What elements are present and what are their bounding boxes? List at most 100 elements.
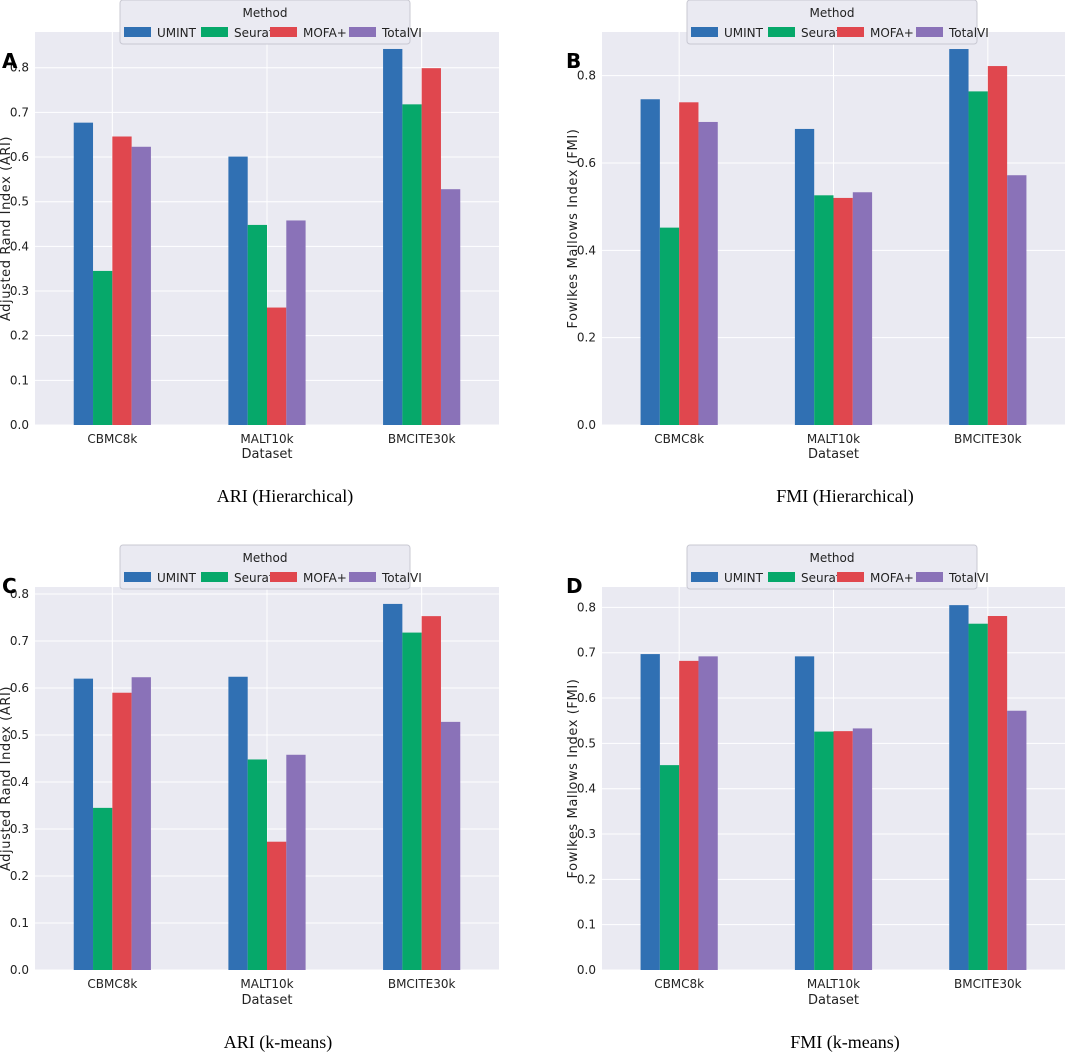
x-tick-label-bmcite30k: BMCITE30k	[388, 977, 456, 991]
bar-seurat-cbmc8k	[659, 765, 680, 970]
chart-panel-a: 0.0 0.1 0.2 0.3 0.4 0.5 0.6 0.7 0.8 CBMC8k MALT10k…	[0, 0, 499, 507]
legend-swatch-umint	[124, 27, 151, 37]
legend-box	[686, 544, 978, 590]
bar-seurat-malt10k	[247, 224, 267, 425]
y-tick-label: 0.0	[10, 418, 29, 432]
y-tick-label: 0.8	[10, 587, 29, 601]
bar-umint-bmcite30k	[383, 603, 403, 970]
x-tick-label-cbmc8k: CBMC8k	[654, 432, 704, 446]
legend-label-seurat: Seurat	[234, 26, 274, 40]
legend-swatch-mofaplus	[270, 572, 297, 582]
y-tick-label: 0.2	[577, 331, 596, 345]
legend-swatch-seurat	[768, 27, 795, 37]
y-tick-label: 0.1	[10, 373, 29, 387]
bar-umint-malt10k	[228, 676, 248, 970]
bar-mofaplus-malt10k	[267, 307, 287, 425]
y-tick-label: 0.7	[577, 646, 596, 660]
bar-umint-bmcite30k	[949, 49, 969, 425]
legend-swatch-totalvi	[916, 27, 943, 37]
legend-label-totalvi: TotalVI	[381, 26, 422, 40]
panel-label: A	[2, 49, 18, 73]
panel-label: D	[566, 574, 583, 598]
bar-mofaplus-bmcite30k	[987, 66, 1008, 425]
y-tick-label: 0.5	[577, 736, 596, 750]
bar-umint-cbmc8k	[640, 99, 660, 425]
x-tick-label-malt10k: MALT10k	[807, 432, 860, 446]
bar-seurat-bmcite30k	[402, 632, 422, 970]
y-tick-label: 0.1	[577, 918, 596, 932]
legend-swatch-umint	[691, 27, 718, 37]
bar-totalvi-cbmc8k	[131, 677, 151, 970]
legend-label-mofaplus: MOFA+	[870, 26, 914, 40]
x-tick-label-cbmc8k: CBMC8k	[87, 977, 137, 991]
legend-box	[119, 544, 411, 590]
x-tick-label-bmcite30k: BMCITE30k	[388, 432, 456, 446]
y-tick-label: 0.8	[10, 61, 29, 75]
x-tick-label-bmcite30k: BMCITE30k	[954, 977, 1022, 991]
y-tick-label: 0.4	[10, 239, 29, 253]
legend-swatch-totalvi	[916, 572, 943, 582]
y-tick-label: 0.2	[10, 869, 29, 883]
y-tick-label: 0.5	[10, 195, 29, 209]
bar-totalvi-bmcite30k	[440, 721, 461, 970]
panel-caption: FMI (k-means)	[790, 1032, 899, 1053]
bar-umint-cbmc8k	[73, 678, 94, 970]
panel-caption: ARI (Hierarchical)	[217, 486, 353, 507]
legend-swatch-seurat	[201, 27, 228, 37]
legend-label-mofaplus: MOFA+	[303, 26, 347, 40]
x-tick-label-malt10k: MALT10k	[240, 977, 293, 991]
chart-panel-c: 0.0 0.1 0.2 0.3 0.4 0.5 0.6 0.7 0.8 CBMC8k MALT10k…	[0, 544, 499, 1053]
bar-umint-cbmc8k	[640, 654, 660, 970]
y-tick-label: 0.4	[10, 775, 29, 789]
bar-totalvi-cbmc8k	[698, 656, 718, 970]
bar-mofaplus-malt10k	[833, 731, 853, 970]
y-tick-label: 0.7	[10, 105, 29, 119]
y-tick-label: 0.5	[10, 728, 29, 742]
legend-label-mofaplus: MOFA+	[303, 571, 347, 585]
y-axis-label: Fowlkes Mallows Index (FMI)	[566, 129, 581, 329]
y-tick-label: 0.8	[577, 69, 596, 83]
bar-mofaplus-bmcite30k	[421, 616, 441, 970]
chart-panel-b: 0.0 0.2 0.4 0.6 0.8 CBMC8k MALT10k BMCITE30k Dat…	[566, 0, 1065, 507]
y-tick-label: 0.4	[577, 243, 596, 257]
y-tick-label: 0.7	[10, 634, 29, 648]
bar-seurat-bmcite30k	[968, 91, 988, 426]
legend-box	[119, 0, 411, 45]
y-tick-label: 0.2	[577, 872, 596, 886]
bar-seurat-bmcite30k	[968, 623, 988, 970]
y-tick-label: 0.0	[577, 963, 596, 977]
bar-totalvi-malt10k	[852, 192, 873, 425]
y-tick-label: 0.6	[577, 156, 596, 170]
x-axis-label: Dataset	[808, 447, 859, 462]
bar-mofaplus-cbmc8k	[112, 136, 132, 426]
y-tick-label: 0.0	[10, 963, 29, 977]
legend-box	[686, 0, 978, 45]
y-tick-label: 0.8	[577, 600, 596, 614]
bar-totalvi-malt10k	[286, 220, 306, 425]
y-tick-label: 0.3	[577, 827, 596, 841]
bar-seurat-cbmc8k	[93, 270, 113, 425]
bar-umint-cbmc8k	[73, 122, 94, 425]
bar-totalvi-bmcite30k	[1007, 710, 1027, 970]
x-tick-label-malt10k: MALT10k	[240, 432, 293, 446]
x-axis-label: Dataset	[808, 993, 859, 1008]
legend-label-seurat: Seurat	[801, 571, 841, 585]
bar-mofaplus-malt10k	[267, 841, 287, 970]
y-tick-label: 0.4	[577, 782, 596, 796]
bar-mofaplus-cbmc8k	[112, 692, 132, 970]
legend-title: Method	[809, 6, 854, 20]
legend-swatch-mofaplus	[270, 27, 297, 37]
legend-label-umint: UMINT	[157, 26, 197, 40]
bar-mofaplus-cbmc8k	[679, 660, 699, 970]
legend: Method UMINT Seurat MOFA+ TotalVI	[686, 544, 989, 590]
bar-mofaplus-bmcite30k	[421, 68, 441, 426]
y-tick-label: 0.6	[10, 150, 29, 164]
legend-swatch-seurat	[201, 572, 228, 582]
bar-umint-bmcite30k	[949, 605, 969, 970]
legend: Method UMINT Seurat MOFA+ TotalVI	[686, 0, 989, 45]
y-tick-label: 0.3	[10, 822, 29, 836]
legend-swatch-umint	[124, 572, 151, 582]
legend-swatch-umint	[691, 572, 718, 582]
legend-label-mofaplus: MOFA+	[870, 571, 914, 585]
legend-title: Method	[242, 6, 287, 20]
